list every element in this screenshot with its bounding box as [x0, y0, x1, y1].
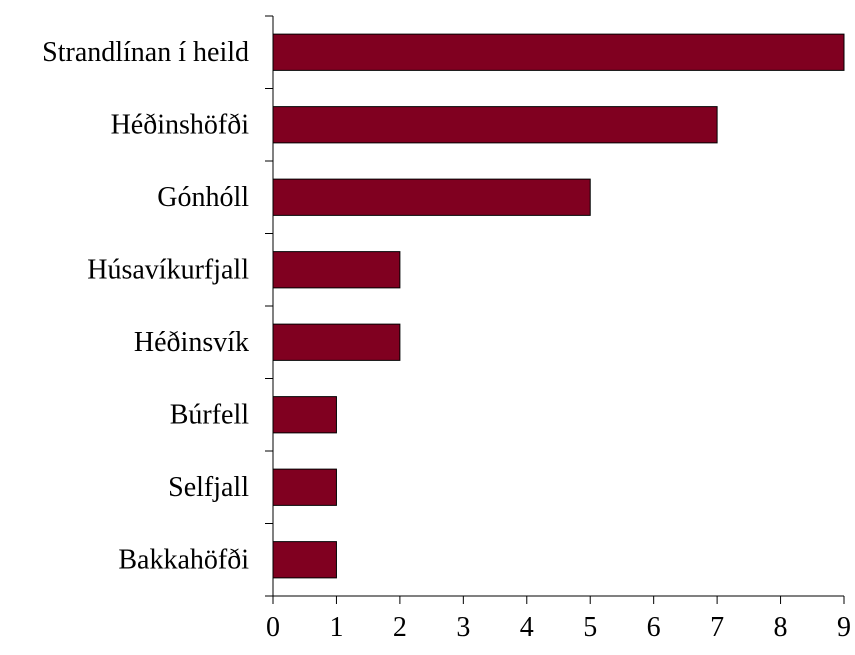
bar: [273, 469, 336, 505]
x-tick-label: 3: [456, 612, 470, 643]
bar: [273, 397, 336, 433]
y-tick-label: Húsavíkurfjall: [87, 254, 249, 285]
y-tick-label: Héðinsvík: [134, 327, 249, 358]
x-tick-label: 4: [520, 612, 534, 643]
x-tick-label: 9: [837, 612, 851, 643]
x-tick-label: 0: [266, 612, 280, 643]
bar: [273, 324, 400, 360]
bar: [273, 179, 590, 215]
y-tick-label: Gónhóll: [157, 182, 249, 213]
x-tick-label: 5: [583, 612, 597, 643]
x-tick-label: 7: [710, 612, 724, 643]
x-tick-label: 8: [774, 612, 788, 643]
y-tick-label: Bakkahöfði: [118, 544, 249, 575]
bar: [273, 34, 844, 70]
axes-layer: [273, 16, 844, 596]
bar: [273, 542, 336, 578]
x-tick-label: 1: [329, 612, 343, 643]
bar: [273, 107, 717, 143]
y-tick-label: Héðinshöfði: [111, 109, 250, 140]
y-tick-label: Strandlínan í heild: [42, 37, 249, 68]
ticks-layer: [265, 16, 844, 604]
y-tick-label: Búrfell: [170, 399, 250, 430]
bar: [273, 252, 400, 288]
y-tick-label: Selfjall: [168, 472, 249, 503]
bars-layer: [273, 34, 844, 578]
x-tick-label: 6: [647, 612, 661, 643]
x-tick-label: 2: [393, 612, 407, 643]
